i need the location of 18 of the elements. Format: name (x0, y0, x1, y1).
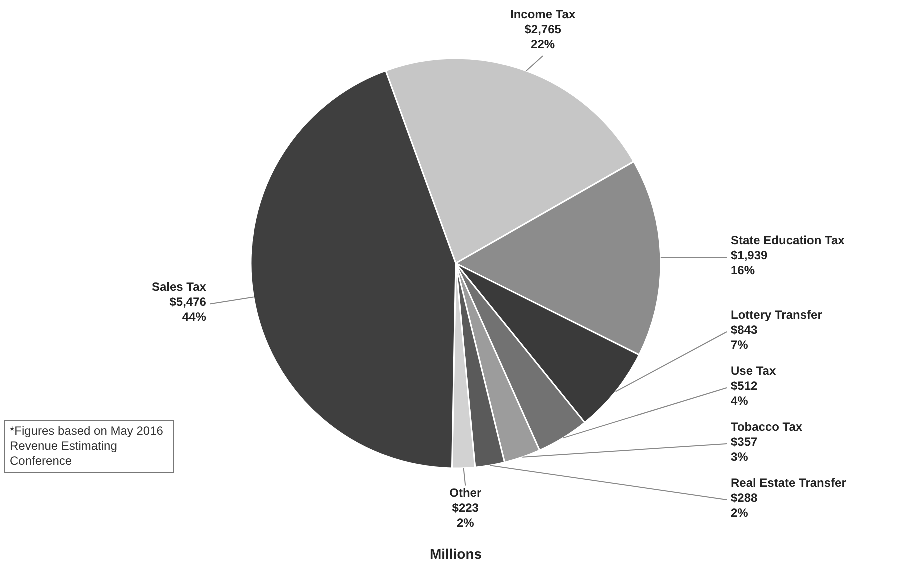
text: *Figures based on May 2016 Revenue Estimating Conference (10, 424, 164, 469)
data-label: $1,939 16% (731, 248, 768, 278)
slice-label: Lottery Transfer (731, 308, 823, 322)
data-label: $223 2% (452, 501, 480, 530)
data-label: $288 2% (731, 490, 758, 520)
data-label: $5,476 44% (170, 294, 207, 324)
slice-label: Income Tax (510, 7, 576, 22)
slice-label: Use Tax (731, 364, 776, 378)
text: Millions (430, 546, 482, 562)
data-label: $512 4% (731, 378, 758, 408)
slice-label: Sales Tax (152, 280, 207, 294)
slice-label: Real Estate Transfer (731, 476, 847, 490)
data-label: $2,765 22% (524, 22, 562, 52)
data-label: $843 7% (731, 322, 758, 352)
slice-label: Other (450, 486, 482, 500)
data-label: $357 3% (731, 434, 758, 464)
slice-label: Tobacco Tax (731, 420, 803, 434)
slice-label: State Education Tax (731, 234, 846, 248)
